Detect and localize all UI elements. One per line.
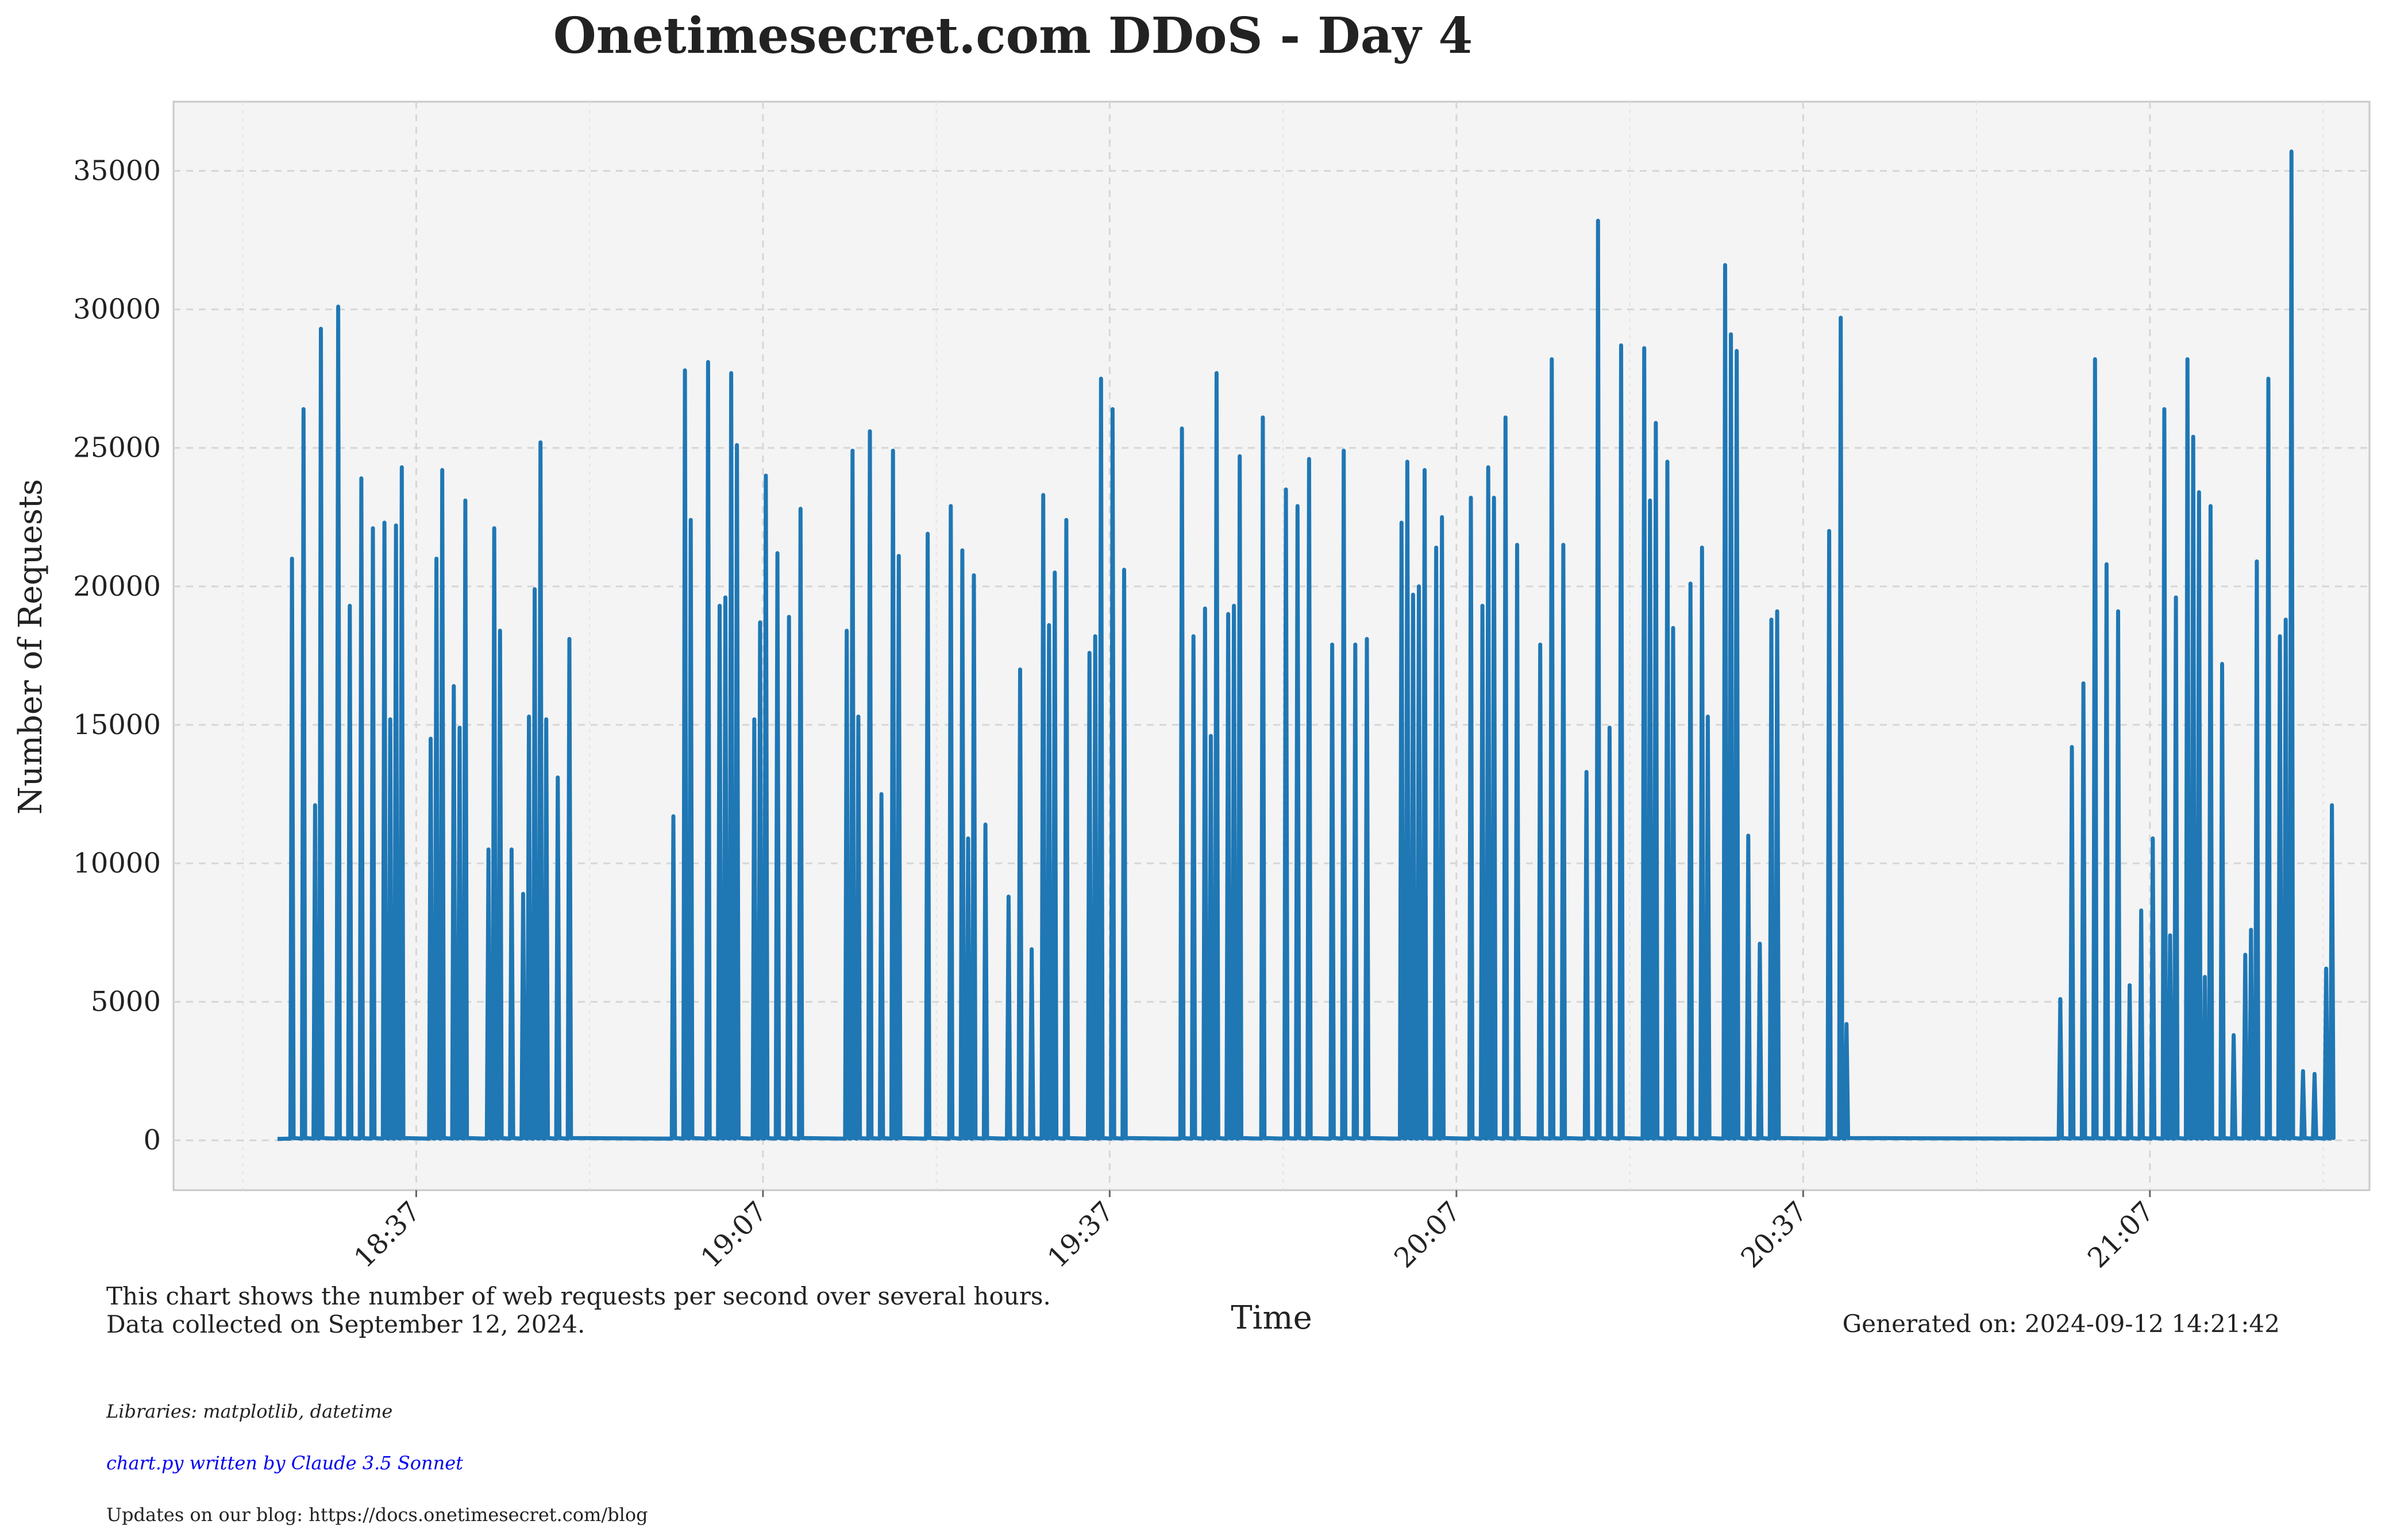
y-axis-label: Number of Requests <box>12 479 49 815</box>
x-tick-label: 19:37 <box>1041 1195 1120 1274</box>
y-tick-label: 5000 <box>91 986 161 1018</box>
y-tick-label: 30000 <box>73 294 161 326</box>
libraries-note: Libraries: matplotlib, datetime <box>106 1400 393 1422</box>
y-tick-label: 20000 <box>73 570 161 603</box>
x-tick-label: 21:07 <box>2082 1195 2160 1274</box>
credit-note: chart.py written by Claude 3.5 Sonnet <box>106 1452 464 1474</box>
major-grid <box>174 102 2369 1190</box>
blog-link[interactable]: Updates on our blog: https://docs.onetim… <box>106 1504 648 1526</box>
x-tick-label: 20:07 <box>1388 1195 1467 1274</box>
description-line-2: Data collected on September 12, 2024. <box>106 1310 585 1338</box>
x-tick-label: 18:37 <box>348 1195 427 1274</box>
x-axis-label: Time <box>1231 1299 1312 1337</box>
chart-description: This chart shows the number of web reque… <box>106 1282 1051 1338</box>
requests-line <box>277 149 2336 1141</box>
description-line-1: This chart shows the number of web reque… <box>106 1282 1051 1310</box>
y-tick-label: 15000 <box>73 709 161 741</box>
x-tick-label: 20:37 <box>1735 1195 1813 1274</box>
y-tick-label: 10000 <box>73 847 161 879</box>
x-axis-ticks: 18:37 19:07 19:37 20:07 20:37 21:07 <box>348 1190 2160 1274</box>
generated-timestamp: Generated on: 2024-09-12 14:21:42 <box>1842 1310 2280 1338</box>
chart-title: Onetimesecret.com DDoS - Day 4 <box>553 7 1473 65</box>
x-tick-label: 19:07 <box>695 1195 773 1274</box>
y-tick-label: 25000 <box>73 432 161 464</box>
y-tick-label: 0 <box>143 1124 161 1156</box>
series-layer <box>277 149 2336 1141</box>
y-tick-label: 35000 <box>73 155 161 187</box>
y-axis-ticks: 0 5000 10000 15000 20000 25000 30000 35000 <box>73 155 161 1157</box>
